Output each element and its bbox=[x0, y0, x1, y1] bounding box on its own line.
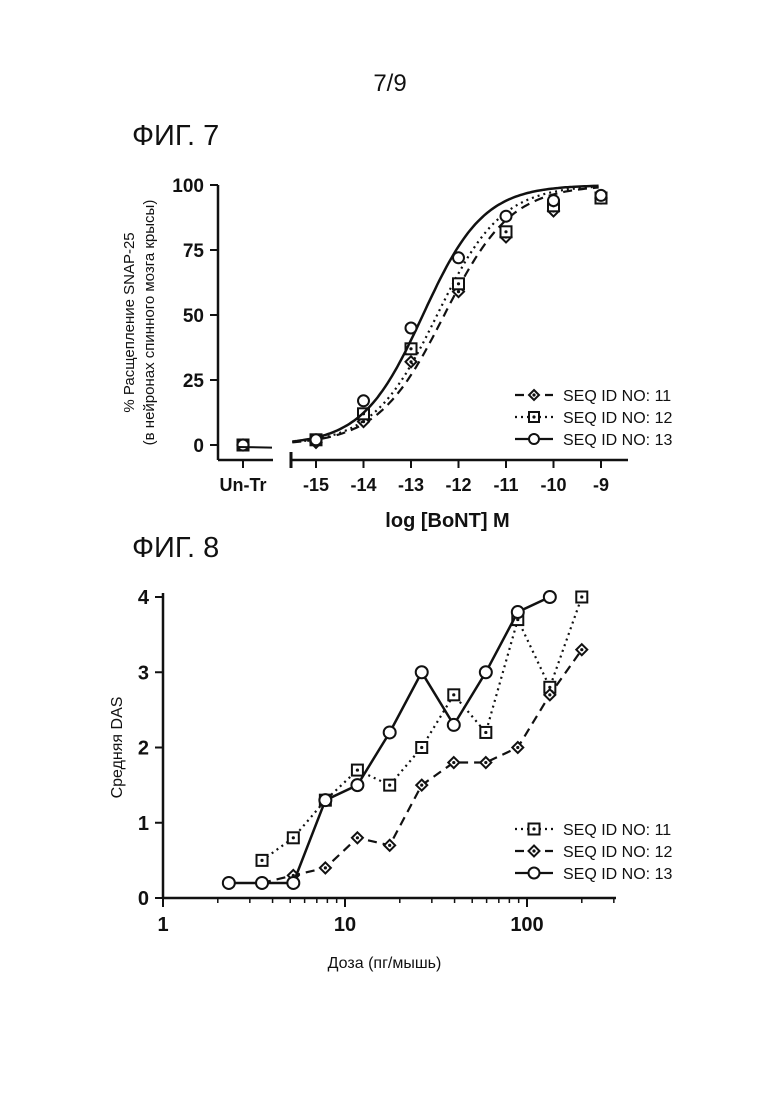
data-point-dot bbox=[452, 693, 455, 696]
y-tick-label: 4 bbox=[138, 587, 150, 609]
x-axis-title: Доза (пг/мышь) bbox=[328, 955, 442, 972]
data-point-dot bbox=[356, 768, 359, 771]
data-point-dot bbox=[484, 731, 487, 734]
y-tick-label: 1 bbox=[138, 813, 149, 835]
data-point-dot bbox=[548, 693, 551, 696]
legend-label: SEQ ID NO: 13 bbox=[563, 866, 672, 883]
data-point bbox=[256, 877, 268, 889]
data-point-dot bbox=[292, 836, 295, 839]
data-point-dot bbox=[452, 761, 455, 764]
data-point-dot bbox=[516, 746, 519, 749]
figure-8-chart: 01234110100Доза (пг/мышь)Средняя DASSEQ … bbox=[0, 0, 780, 1103]
data-point-dot bbox=[580, 595, 583, 598]
data-point-dot bbox=[580, 648, 583, 651]
data-point-dot bbox=[388, 844, 391, 847]
data-point-dot bbox=[484, 761, 487, 764]
legend-label: SEQ ID NO: 11 bbox=[563, 822, 671, 839]
y-tick-label: 3 bbox=[138, 662, 149, 684]
data-point bbox=[448, 719, 460, 731]
x-tick-label: 10 bbox=[334, 914, 356, 936]
y-tick-label: 2 bbox=[138, 738, 149, 760]
data-point bbox=[351, 779, 363, 791]
legend-label: SEQ ID NO: 12 bbox=[563, 844, 672, 861]
data-point bbox=[544, 591, 556, 603]
x-tick-label: 1 bbox=[157, 914, 168, 936]
data-point-dot bbox=[388, 784, 391, 787]
data-point bbox=[416, 666, 428, 678]
data-point bbox=[223, 877, 235, 889]
data-point bbox=[287, 877, 299, 889]
legend-marker bbox=[529, 868, 540, 879]
data-point bbox=[512, 606, 524, 618]
series-line bbox=[262, 597, 582, 860]
data-point-dot bbox=[356, 836, 359, 839]
x-tick-label: 100 bbox=[510, 914, 543, 936]
data-point-dot bbox=[260, 859, 263, 862]
data-point bbox=[319, 794, 331, 806]
y-tick-label: 0 bbox=[138, 888, 149, 910]
data-point-dot bbox=[324, 866, 327, 869]
data-point bbox=[480, 666, 492, 678]
legend: SEQ ID NO: 11 SEQ ID NO: 12 SEQ ID NO: 13 bbox=[515, 822, 672, 883]
legend-marker-dot bbox=[532, 827, 535, 830]
data-point-dot bbox=[420, 784, 423, 787]
y-axis-title: Средняя DAS bbox=[109, 697, 126, 799]
data-point-dot bbox=[420, 746, 423, 749]
data-point bbox=[384, 726, 396, 738]
legend-marker-dot bbox=[532, 849, 535, 852]
